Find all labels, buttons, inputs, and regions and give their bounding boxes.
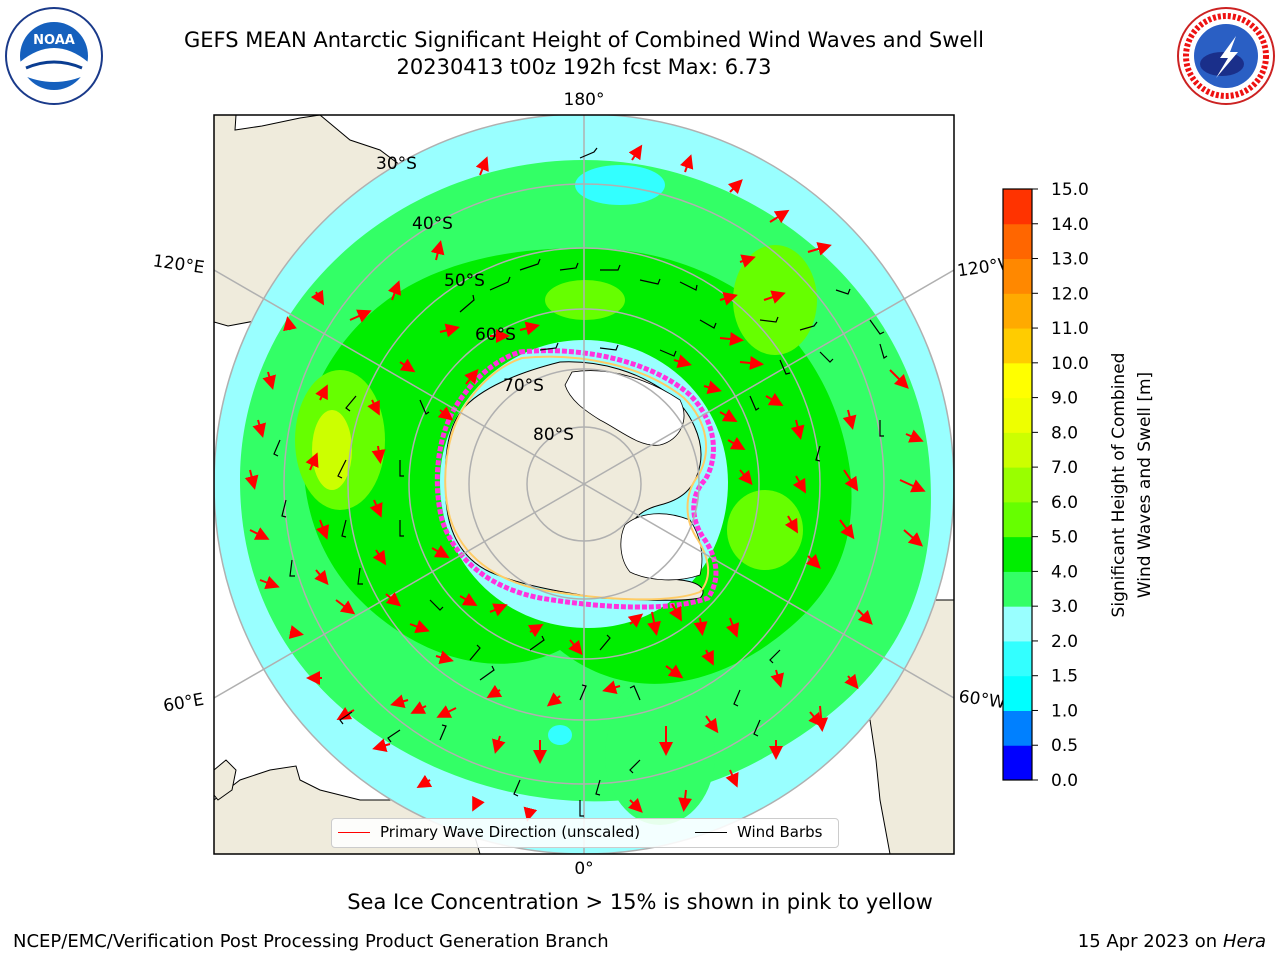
date-credit: 15 Apr 2023 on Hera (1077, 931, 1266, 952)
colorbar-label-line2: Wind Waves and Swell [m] (1135, 372, 1155, 598)
colorbar-segment (1003, 606, 1032, 642)
colorbar-label-line1: Significant Height of Combined (1109, 353, 1129, 618)
madagascar-land (214, 759, 237, 801)
colorbar-tick-label: 9.0 (1051, 389, 1078, 409)
colorbar-tick-label: 1.5 (1051, 667, 1078, 687)
colorbar-segment (1003, 189, 1032, 225)
colorbar-tick-label: 14.0 (1051, 215, 1089, 235)
legend-item-barbs: Wind Barbs (695, 823, 822, 841)
wave-band-1.5-2m-patch (575, 165, 665, 205)
colorbar-segment (1003, 571, 1032, 607)
svg-text:NOAA: NOAA (33, 33, 75, 48)
colorbar-segment (1003, 293, 1032, 329)
wave-band-5-6m-patch (727, 490, 803, 570)
lon-label-60w: 60°W (957, 687, 1006, 713)
colorbar-tick-label: 6.0 (1051, 493, 1078, 513)
lat-label-60s: 60°S (475, 325, 516, 345)
wave-band-5-6m-patch (733, 245, 817, 355)
sea-ice-edge-inner (444, 355, 709, 601)
colorbar-tick-label: 0.5 (1051, 736, 1078, 756)
lon-label-120e: 120°E (152, 251, 206, 278)
lon-label-180: 180° (564, 90, 605, 110)
lat-label-30s: 30°S (376, 154, 417, 174)
colorbar-tick-label: 5.0 (1051, 528, 1078, 548)
wind-barbs (273, 147, 888, 817)
wave-band-5-6m-patch (545, 280, 625, 320)
colorbar-tick-label: 13.0 (1051, 250, 1089, 270)
lon-label-60e: 60°E (162, 690, 206, 717)
colorbar-tick-label: 2.0 (1051, 632, 1078, 652)
colorbar-segment (1003, 223, 1032, 260)
longitude-grid (214, 115, 954, 854)
colorbar-segment (1003, 745, 1032, 781)
ronne-ice-shelf (620, 513, 703, 581)
map-legend: Primary Wave Direction (unscaled) Wind B… (331, 818, 839, 848)
map-subtitle: 20230413 t00z 192h fcst Max: 6.73 (396, 55, 772, 79)
colorbar-tick-label: 11.0 (1051, 319, 1089, 339)
colorbar-segment (1003, 397, 1032, 433)
colorbar-tick-label: 4.0 (1051, 562, 1078, 582)
colorbar-tick-label: 3.0 (1051, 597, 1078, 617)
sea-ice-edge (434, 348, 719, 610)
lon-label-0: 0° (574, 859, 593, 879)
wave-band-6-7m-patch (312, 410, 352, 490)
lat-label-40s: 40°S (412, 214, 453, 234)
legend-item-wave: Primary Wave Direction (unscaled) (338, 823, 640, 841)
wave-band-3-4m-patch (605, 685, 715, 825)
colorbar-tick-label: 0.0 (1051, 771, 1078, 791)
wave-direction-arrows (244, 144, 926, 822)
lat-label-80s: 80°S (533, 425, 574, 445)
nws-logo (1176, 6, 1276, 106)
org-credit: NCEP/EMC/Verification Post Processing Pr… (13, 931, 609, 952)
colorbar-segment (1003, 640, 1032, 677)
map-frame (213, 114, 955, 855)
colorbar: 0.0 0.5 1.0 1.5 2.0 3.0 4.0 5.0 6.0 7.0 8.0 9.0 10.0… (1002, 180, 1089, 791)
noaa-logo: NOAA (4, 6, 104, 106)
colorbar-segment (1003, 501, 1032, 538)
red-line-icon (338, 832, 370, 833)
sea-ice-note: Sea Ice Concentration > 15% is shown in … (347, 890, 933, 914)
ross-ice-shelf (564, 370, 685, 446)
colorbar-segment (1003, 258, 1032, 294)
map-title: GEFS MEAN Antarctic Significant Height o… (183, 28, 985, 52)
colorbar-tick-label: 1.0 (1051, 701, 1078, 721)
colorbar-segment (1003, 328, 1032, 364)
colorbar-segment (1003, 432, 1032, 468)
colorbar-segment (1003, 710, 1032, 746)
colorbar-segment (1003, 536, 1032, 572)
colorbar-tick-label: 12.0 (1051, 284, 1089, 304)
colorbar-tick-label: 8.0 (1051, 423, 1078, 443)
lat-label-50s: 50°S (444, 271, 485, 291)
colorbar-tick-label: 7.0 (1051, 458, 1078, 478)
wave-band-1.5-2m-patch (548, 725, 572, 745)
colorbar-tick-label: 15.0 (1051, 180, 1089, 200)
lat-label-70s: 70°S (503, 376, 544, 396)
colorbar-segment (1003, 362, 1032, 399)
colorbar-segment (1003, 675, 1032, 711)
colorbar-frame (1002, 188, 1033, 781)
colorbar-segment (1003, 467, 1032, 503)
colorbar-tick-label: 10.0 (1051, 354, 1089, 374)
black-line-icon (695, 832, 727, 833)
